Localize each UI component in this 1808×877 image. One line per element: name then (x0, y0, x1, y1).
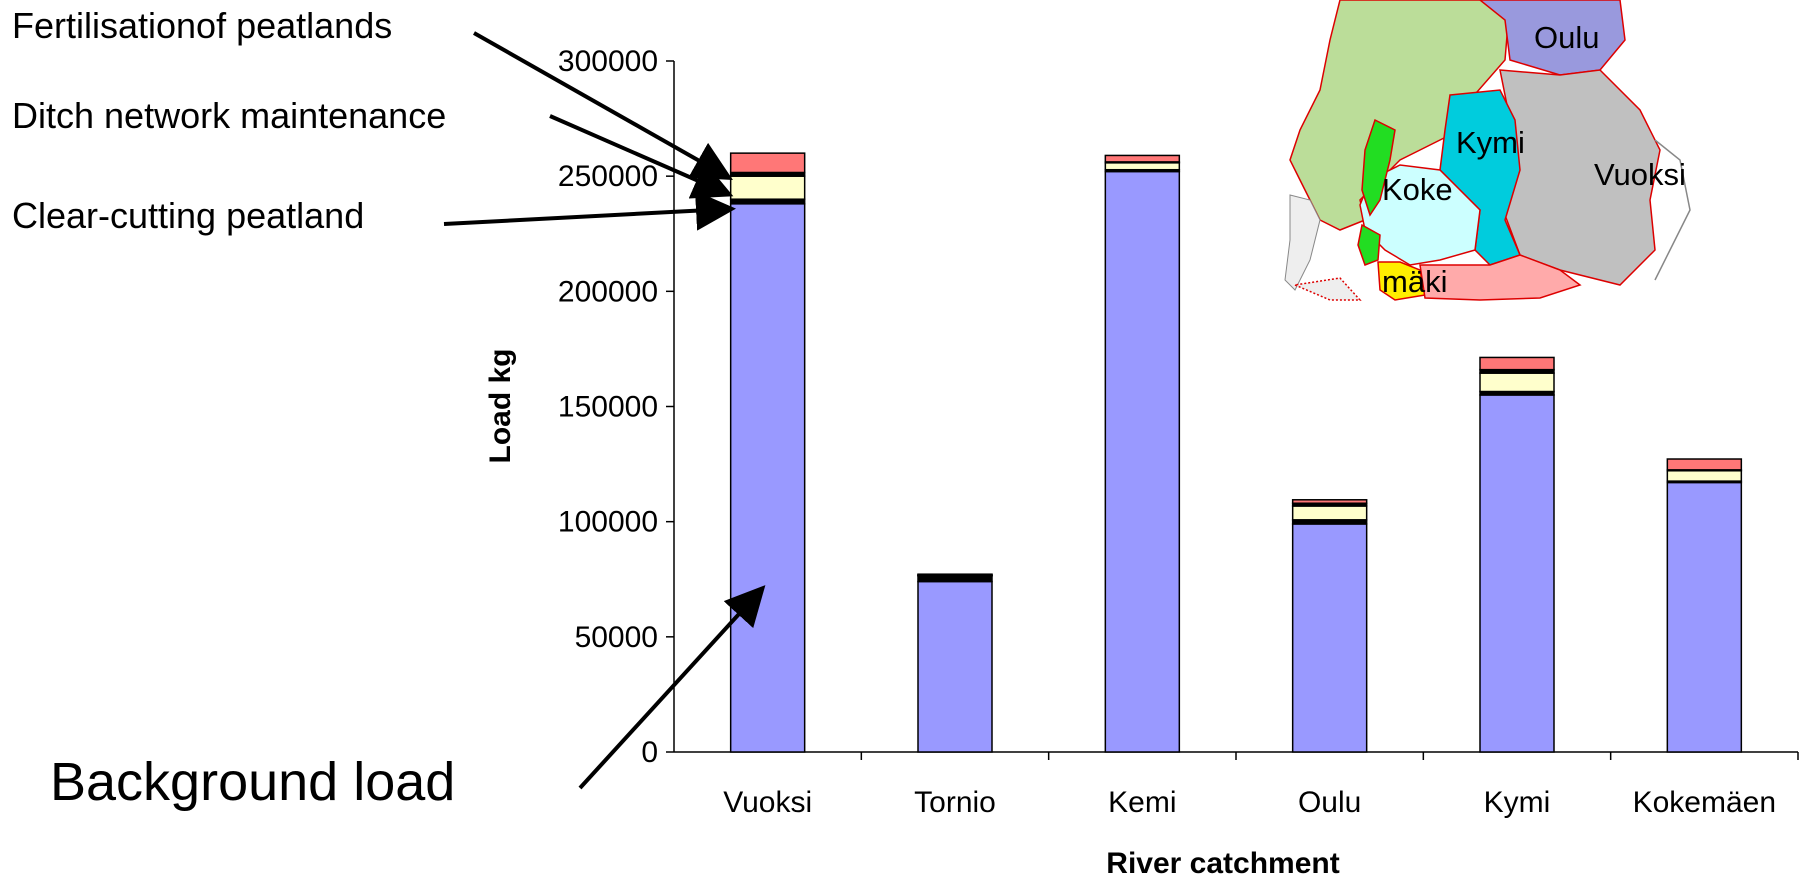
inset-map: Oulu Kymi Vuoksi Koke mäki (1284, 0, 1691, 301)
y-ticks: 0 50000 100000 150000 200000 250000 300000 (558, 45, 674, 769)
bar-segment-series-4 (1479, 356, 1555, 371)
x-ticks: Vuoksi Tornio Kemi Oulu Kymi Kokemäen (723, 752, 1799, 819)
arrow-fertilisation (473, 31, 733, 180)
bar-segment-series-0 (729, 203, 806, 753)
map-label-kymi: Kymi (1456, 125, 1525, 160)
bar-stack-tornio (917, 573, 993, 753)
bar-stack-kymi (1479, 356, 1555, 753)
map-border-east (1654, 139, 1691, 281)
x-axis-title: River catchment (1106, 847, 1339, 877)
map-region-south (1419, 254, 1582, 301)
annotation-clearcut: Clear-cutting peatland (12, 195, 364, 236)
bar-segment-series-4 (729, 152, 806, 174)
map-label-maki: mäki (1382, 264, 1447, 299)
bar-segment-series-4 (1291, 499, 1368, 504)
bar-segment-series-0 (1666, 481, 1743, 753)
map-label-koke: Koke (1382, 172, 1453, 207)
y-tick-label: 200000 (558, 275, 658, 308)
map-region-west-coast (1284, 194, 1321, 291)
bars (729, 152, 1743, 753)
y-tick-label: 150000 (558, 391, 658, 424)
bar-segment-series-2 (1104, 162, 1181, 171)
y-tick-label: 100000 (558, 506, 658, 539)
bar-segment-series-0 (1291, 523, 1368, 753)
bar-segment-series-1 (917, 575, 993, 583)
bar-stack-oulu (1291, 499, 1368, 753)
y-tick-label: 0 (641, 736, 658, 769)
bar-stack-kokemäen (1666, 458, 1743, 753)
arrow-clearcut (443, 190, 736, 231)
y-tick-label: 250000 (558, 160, 658, 193)
bar-segment-series-2 (1479, 372, 1555, 393)
arrow-ditch (549, 114, 734, 199)
x-tick-label: Oulu (1298, 786, 1361, 819)
bar-segment-series-2 (729, 175, 806, 200)
bar-stack-vuoksi (729, 152, 806, 753)
map-region-green (1361, 118, 1396, 217)
annotation-fertilisation: Fertilisationof peatlands (12, 5, 392, 46)
bar-segment-series-0 (917, 580, 993, 753)
map-coast-southwest (1292, 277, 1362, 301)
map-label-vuoksi: Vuoksi (1594, 157, 1686, 192)
bar-stack-kemi (1104, 154, 1181, 753)
arrow-background (578, 585, 766, 790)
bar-segment-series-4 (1104, 154, 1181, 163)
bar-segment-series-4 (1666, 458, 1743, 471)
bar-segment-series-4 (917, 573, 993, 576)
x-tick-label: Kemi (1108, 786, 1176, 819)
bar-segment-series-2 (1666, 470, 1743, 482)
bar-segment-series-0 (1479, 394, 1555, 753)
x-tick-label: Vuoksi (723, 786, 812, 819)
x-tick-label: Kymi (1484, 786, 1551, 819)
y-tick-label: 50000 (575, 621, 658, 654)
y-axis-title: Load kg (484, 348, 517, 463)
bar-segment-series-2 (1291, 505, 1368, 521)
x-tick-label: Kokemäen (1633, 786, 1776, 819)
bar-segment-series-0 (1104, 170, 1181, 753)
y-tick-label: 300000 (558, 45, 658, 78)
annotation-ditch: Ditch network maintenance (12, 95, 446, 136)
x-tick-label: Tornio (914, 786, 996, 819)
map-label-oulu: Oulu (1534, 20, 1599, 55)
annotation-background: Background load (50, 752, 455, 812)
map-region-green-south (1357, 223, 1381, 266)
